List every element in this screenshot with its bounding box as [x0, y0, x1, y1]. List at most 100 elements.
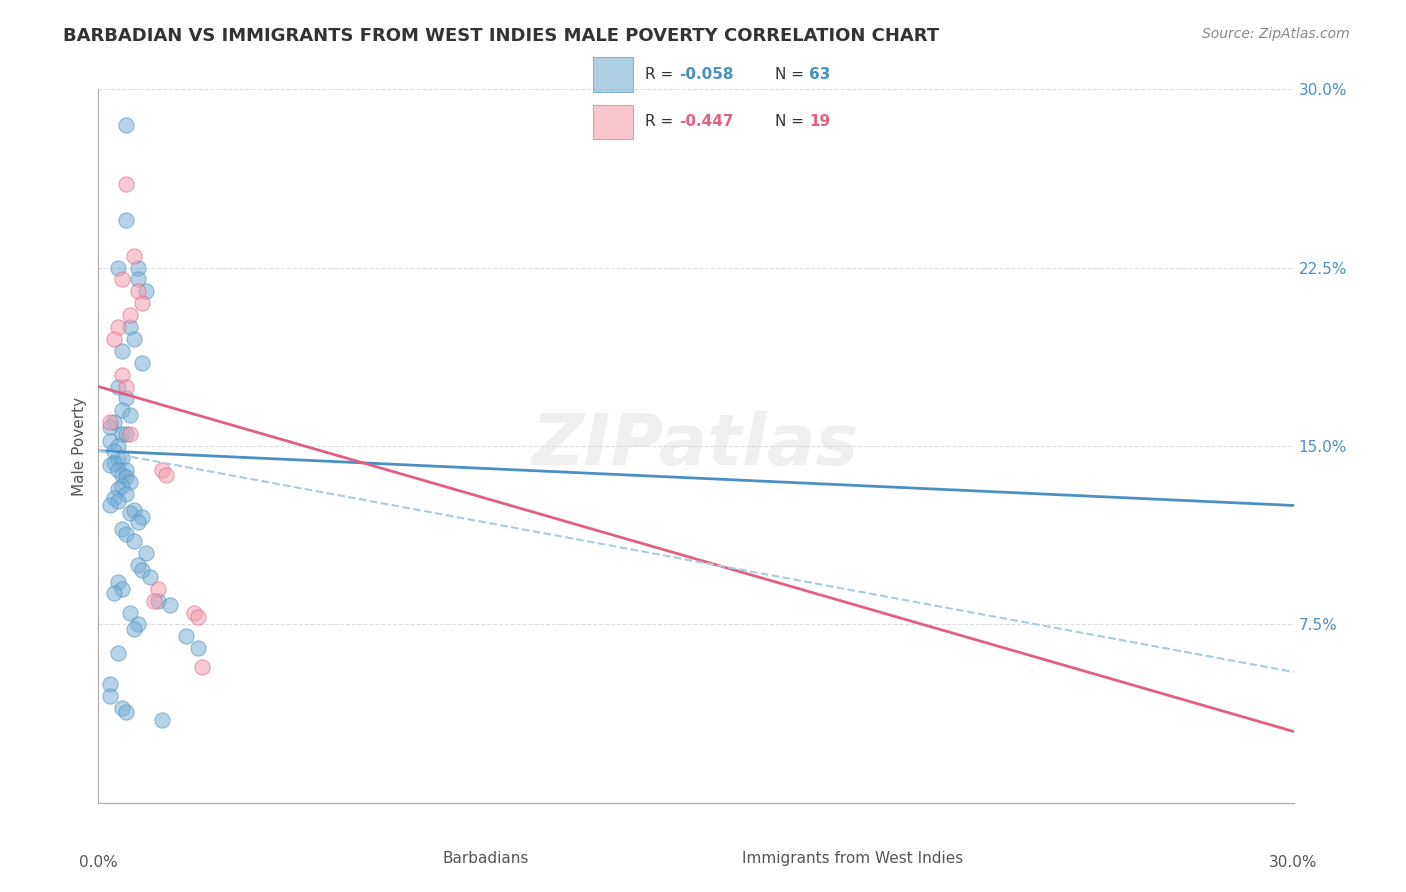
Point	[183, 606, 205, 620]
Text: BARBADIAN VS IMMIGRANTS FROM WEST INDIES MALE POVERTY CORRELATION CHART: BARBADIAN VS IMMIGRANTS FROM WEST INDIES…	[63, 27, 939, 45]
Point	[191, 660, 214, 674]
Point	[115, 118, 138, 132]
Point	[103, 586, 125, 600]
Text: Source: ZipAtlas.com: Source: ZipAtlas.com	[1202, 27, 1350, 41]
Point	[103, 491, 125, 506]
Point	[124, 622, 146, 636]
Text: -0.447: -0.447	[679, 114, 734, 129]
Point	[131, 296, 153, 310]
Point	[115, 178, 138, 192]
Point	[115, 463, 138, 477]
Point	[111, 467, 134, 482]
Point	[124, 534, 146, 549]
Point	[111, 479, 134, 493]
Point	[100, 415, 122, 429]
Point	[127, 617, 149, 632]
Text: R =: R =	[645, 114, 679, 129]
Text: -0.058: -0.058	[679, 67, 734, 82]
Point	[100, 677, 122, 691]
Point	[120, 475, 142, 489]
Point	[120, 308, 142, 322]
Text: 19: 19	[810, 114, 831, 129]
Point	[120, 606, 142, 620]
Text: R =: R =	[645, 67, 679, 82]
Point	[103, 415, 125, 429]
Text: 0.0%: 0.0%	[79, 855, 118, 870]
Point	[127, 285, 149, 299]
Point	[120, 320, 142, 334]
Point	[187, 641, 209, 656]
Point	[111, 450, 134, 465]
Bar	[593, 57, 633, 92]
Point	[120, 506, 142, 520]
Point	[111, 403, 134, 417]
Point	[131, 356, 153, 370]
Point	[107, 379, 129, 393]
Text: Barbadians: Barbadians	[443, 851, 529, 865]
Point	[174, 629, 197, 643]
Point	[111, 343, 134, 358]
Point	[107, 646, 129, 660]
Point	[143, 593, 166, 607]
Point	[100, 458, 122, 472]
Point	[115, 213, 138, 227]
Point	[107, 574, 129, 589]
Point	[127, 260, 149, 275]
Point	[124, 503, 146, 517]
Point	[127, 515, 149, 529]
Bar	[593, 104, 633, 139]
Y-axis label: Male Poverty: Male Poverty	[72, 396, 87, 496]
Point	[187, 610, 209, 624]
Text: 63: 63	[810, 67, 831, 82]
Point	[115, 527, 138, 541]
Point	[111, 700, 134, 714]
Point	[103, 456, 125, 470]
Point	[107, 320, 129, 334]
Point	[155, 467, 177, 482]
Point	[103, 443, 125, 458]
Point	[107, 482, 129, 496]
Point	[100, 689, 122, 703]
Point	[107, 450, 129, 465]
Point	[124, 332, 146, 346]
Point	[111, 522, 134, 536]
Point	[111, 582, 134, 596]
Text: Immigrants from West Indies: Immigrants from West Indies	[742, 851, 963, 865]
Point	[107, 493, 129, 508]
Text: ZIPatlas: ZIPatlas	[533, 411, 859, 481]
Point	[159, 599, 181, 613]
Point	[115, 706, 138, 720]
Point	[115, 470, 138, 484]
Point	[111, 368, 134, 382]
Point	[127, 558, 149, 572]
Point	[120, 408, 142, 422]
Point	[131, 563, 153, 577]
Point	[115, 486, 138, 500]
Point	[100, 420, 122, 434]
Point	[111, 272, 134, 286]
Point	[107, 260, 129, 275]
Point	[135, 285, 157, 299]
Point	[111, 427, 134, 442]
Point	[124, 249, 146, 263]
Text: N =: N =	[775, 114, 808, 129]
Point	[107, 439, 129, 453]
Point	[107, 463, 129, 477]
Point	[131, 510, 153, 524]
Point	[150, 713, 173, 727]
Point	[135, 546, 157, 560]
Point	[139, 570, 162, 584]
Point	[115, 392, 138, 406]
Point	[148, 593, 170, 607]
Text: N =: N =	[775, 67, 808, 82]
Point	[100, 499, 122, 513]
Point	[127, 272, 149, 286]
Point	[150, 463, 173, 477]
Point	[115, 379, 138, 393]
Point	[100, 434, 122, 449]
Text: 30.0%: 30.0%	[1270, 855, 1317, 870]
Point	[148, 582, 170, 596]
Point	[103, 332, 125, 346]
Point	[120, 427, 142, 442]
Point	[115, 427, 138, 442]
